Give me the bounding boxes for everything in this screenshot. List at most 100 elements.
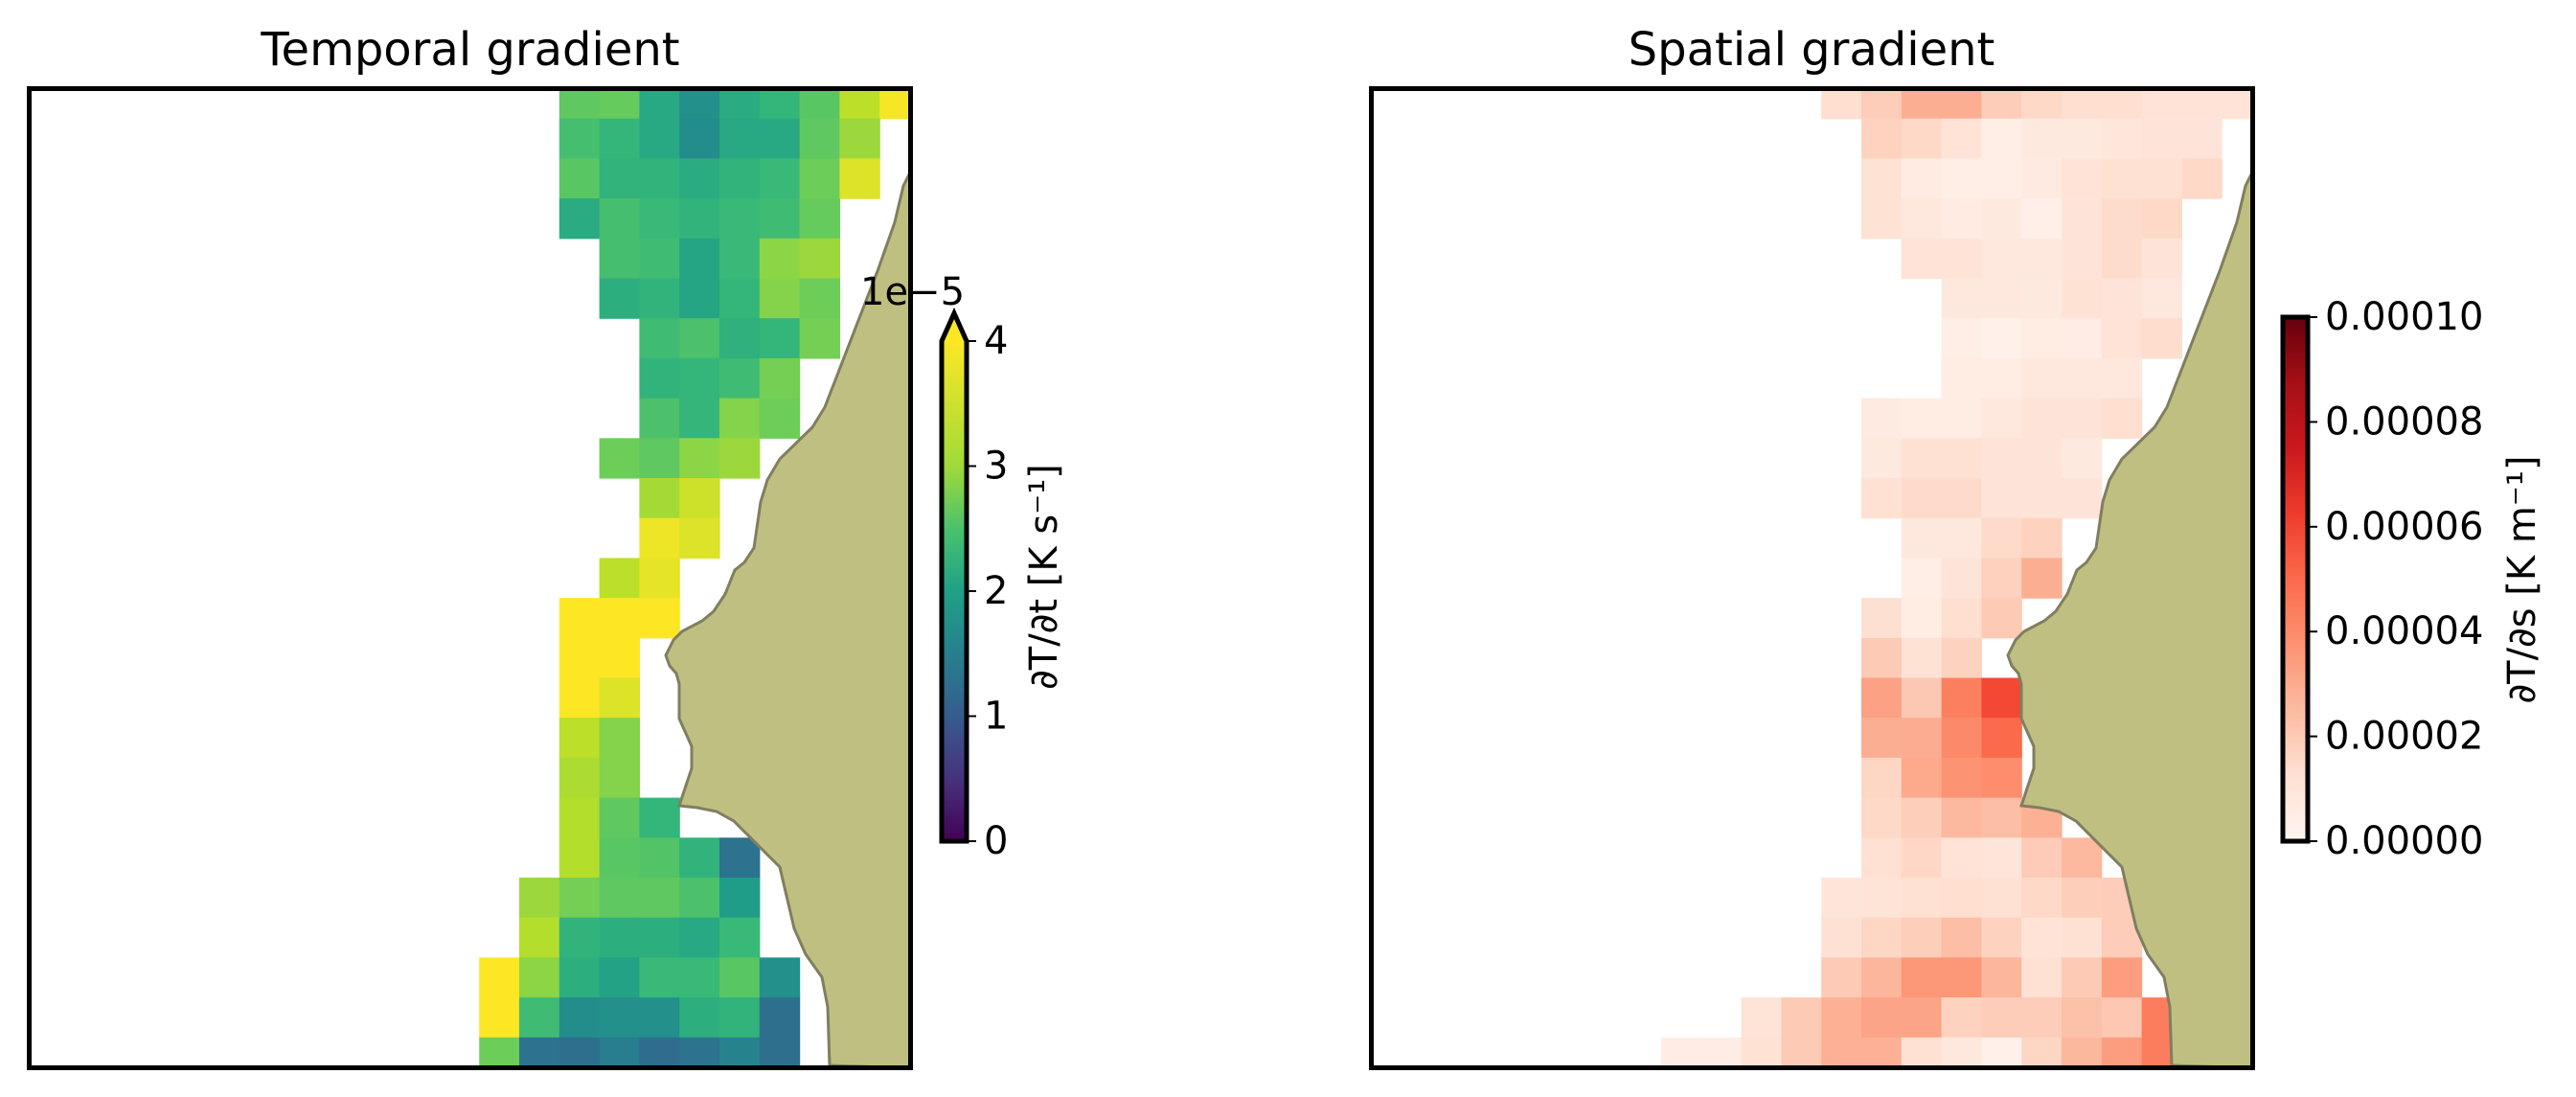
heatmap-cell [2021,878,2063,919]
heatmap-cell [1821,1037,1862,1065]
colorbar-offset-label: 1e−5 [860,270,965,314]
colorbar-tick-label: 4 [984,319,1008,363]
heatmap-cell [1901,997,1943,1039]
heatmap-cell [2062,438,2103,479]
heatmap-cell [1821,878,1862,919]
heatmap-cell [2062,318,2103,359]
heatmap-cell [639,917,680,958]
heatmap-cell [1901,478,1943,519]
heatmap-cell [599,757,640,799]
heatmap-cell [1981,438,2022,479]
heatmap-cell [2062,91,2103,120]
heatmap-cell [679,318,720,359]
heatmap-cell [599,997,640,1039]
heatmap-cell [1981,837,2022,879]
heatmap-cell [1981,198,2022,240]
heatmap-cell [1861,198,1903,240]
heatmap-cell [759,318,801,359]
heatmap-cell [1700,1037,1743,1065]
heatmap-cell [1981,517,2022,559]
heatmap-cell [679,91,720,120]
heatmap-cell [1981,398,2022,439]
heatmap-cell [799,118,840,159]
heatmap-cell [1981,158,2022,199]
heatmap-cell [719,91,761,120]
heatmap-cell [559,637,601,679]
heatmap-cell [719,837,761,879]
heatmap-cell [1941,957,1982,998]
heatmap-cell [759,357,801,400]
heatmap-cell [639,598,680,639]
heatmap-cell [639,517,680,559]
heatmap-cell [839,158,880,199]
heatmap-cell [799,198,840,240]
heatmap-cell [1901,757,1943,799]
heatmap-cell [1861,91,1903,120]
heatmap-cell [559,878,601,919]
heatmap-cell [1861,878,1903,919]
heatmap-cell [1941,398,1982,439]
heatmap-cell [2101,318,2143,359]
heatmap-cell [479,1037,520,1065]
heatmap-cell [1941,558,1982,599]
heatmap-cell [2021,478,2063,519]
heatmap-cell [599,677,640,719]
heatmap-cell [1981,118,2022,159]
heatmap-cell [1981,558,2022,599]
heatmap-cell [1861,917,1903,958]
axes-frame [27,86,913,1070]
heatmap-cell [1821,957,1862,998]
heatmap-cell [2062,398,2103,439]
heatmap-cell [2222,91,2250,120]
heatmap-cell [1901,677,1943,719]
heatmap-cell [719,398,761,439]
heatmap-cell [1901,558,1943,599]
heatmap-cell [1741,1037,1782,1065]
heatmap-cell [639,318,680,359]
heatmap-cell [1981,278,2022,319]
heatmap-cell [2101,398,2143,439]
heatmap-cell [2062,478,2103,519]
heatmap-cell [2101,957,2143,998]
colorbar: 0.00000 0.00002 0.00004 0.00006 0.00008 … [2280,295,2544,863]
heatmap-cell [2141,91,2182,120]
heatmap-cell [2101,91,2143,120]
heatmap-cell [1861,677,1903,719]
heatmap-cell [639,158,680,199]
heatmap-cell [1981,357,2022,400]
heatmap-cell [799,238,840,280]
heatmap-cell [1981,238,2022,280]
heatmap-cell [639,118,680,159]
heatmap-cell [1941,198,1982,240]
heatmap-cell [799,158,840,199]
heatmap-cell [2101,1037,2143,1065]
heatmap-cell [1861,438,1903,479]
heatmap-cell [2141,318,2182,359]
heatmap-cell [1861,1037,1903,1065]
heatmap-cell [1901,398,1943,439]
heatmap-cell [1901,438,1943,479]
heatmap-cell [1861,598,1903,639]
heatmap-cell [2021,278,2063,319]
temporal-gradient-panel: Temporal gradient 0 1 2 3 4 1e−5 ∂T/∂t [… [27,23,1066,1070]
heatmap-cell [639,1037,680,1065]
heatmap-cell [1941,91,1982,120]
heatmap-cell [679,878,720,919]
heatmap-cell [679,238,720,280]
heatmap-cell [679,517,720,559]
heatmap-cell [1861,997,1903,1039]
heatmap-cell [2062,1037,2103,1065]
heatmap-cell [679,837,720,879]
heatmap-cell [1901,598,1943,639]
heatmap-cell [639,91,680,120]
heatmap-cell [599,878,640,919]
heatmap-cell [1861,398,1903,439]
heatmap-cell [1981,91,2022,120]
heatmap-cell [639,438,680,479]
heatmap-cell [639,957,680,998]
heatmap-cell [1901,158,1943,199]
heatmap-cell [839,91,880,120]
heatmap-cell [639,238,680,280]
heatmap-cell [599,837,640,879]
